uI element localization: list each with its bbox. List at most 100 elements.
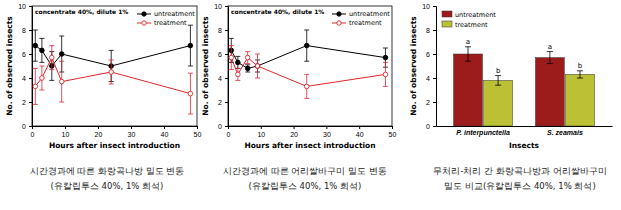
point — [40, 76, 45, 81]
error-bar-cap — [547, 63, 553, 64]
tick-label: 4 — [426, 75, 430, 82]
tick-mark — [225, 6, 228, 7]
point — [188, 43, 193, 48]
significance-letter: b — [578, 62, 583, 70]
legend-swatch — [442, 11, 452, 17]
legend-marker — [337, 21, 341, 25]
error-bar-cap — [383, 86, 388, 87]
legend-item: untreatment — [332, 10, 390, 18]
error-bar-cap — [33, 61, 38, 62]
error-bar-cap — [304, 74, 309, 75]
tick-label: 10 — [214, 3, 222, 10]
bar — [566, 74, 595, 126]
tick: S. zeamais — [547, 126, 583, 136]
point — [255, 64, 260, 69]
error-bar-cap — [39, 38, 44, 39]
tick-label: 6 — [218, 51, 222, 58]
error-bar — [245, 52, 250, 64]
tick-label: 10 — [422, 3, 430, 10]
point — [236, 72, 241, 77]
error-bar-cap — [39, 90, 44, 91]
error-bar-stem — [579, 71, 580, 78]
tick-mark — [433, 126, 436, 127]
tick: 10 — [422, 3, 436, 10]
error-bar-stem — [549, 52, 550, 64]
tick-mark — [29, 6, 32, 7]
plot-marks — [454, 47, 595, 126]
error-bar-cap — [59, 36, 64, 37]
tick: 2 — [218, 99, 228, 106]
tick: 10 — [18, 3, 32, 10]
caption: 밀도 비교(유칼립투스 40%, 1% 희석) — [444, 181, 596, 191]
point — [59, 79, 64, 84]
significance-letter: a — [466, 38, 470, 46]
error-bar-cap — [39, 66, 44, 67]
error-bar — [304, 74, 309, 98]
tick-mark — [29, 102, 32, 103]
tick-label: 50 — [389, 131, 397, 138]
tick: 20 — [290, 126, 298, 138]
axis: 01020304050 — [31, 126, 202, 138]
tick-mark — [359, 126, 360, 129]
tick-label: 20 — [95, 131, 103, 138]
tick-label: 2 — [22, 99, 26, 106]
error-bar-cap — [235, 80, 240, 81]
y-axis-title: No. of observed insects — [201, 16, 210, 116]
tick-label: 4 — [22, 75, 26, 82]
point — [109, 70, 114, 75]
tick: P. interpunctella — [456, 126, 510, 137]
tick-label: 50 — [194, 131, 202, 138]
tick-label: 20 — [290, 131, 298, 138]
error-bar — [229, 46, 234, 70]
tick-label: 6 — [426, 51, 430, 58]
error-bar-cap — [304, 98, 309, 99]
error-bar — [465, 47, 471, 61]
tick-label: 40 — [356, 131, 364, 138]
error-bar-cap — [235, 56, 240, 57]
point — [229, 55, 234, 60]
tick: 4 — [426, 75, 436, 82]
tick-label: 10 — [257, 131, 265, 138]
error-bar-cap — [495, 75, 501, 76]
figure: 010203040500246810No. of observed insect… — [0, 0, 621, 210]
error-bar-cap — [188, 66, 193, 67]
significance-letter: b — [496, 67, 501, 75]
tick: 10 — [62, 126, 70, 138]
caption: (유칼립투스 40%, 1% 희석) — [249, 181, 362, 191]
tick: 50 — [194, 126, 202, 138]
error-bar-cap — [577, 78, 583, 79]
error-bar-cap — [188, 25, 193, 26]
tick-mark — [131, 126, 132, 129]
point — [236, 60, 241, 65]
tick-mark — [29, 30, 32, 31]
error-bar-cap — [383, 48, 388, 49]
tick-label: 10 — [62, 131, 70, 138]
bar — [484, 80, 513, 126]
error-bar — [59, 61, 64, 102]
error-bar-cap — [245, 64, 250, 65]
tick-label: 2 — [218, 99, 222, 106]
tick-label: 4 — [218, 75, 222, 82]
series-line — [35, 46, 190, 66]
plot-frame — [228, 6, 392, 126]
legend-item: treatment — [332, 19, 382, 27]
error-bar-cap — [33, 68, 38, 69]
point — [59, 52, 64, 57]
error-bar-stem — [498, 76, 499, 86]
tick: 8 — [22, 27, 32, 34]
axis: P. interpunctella S. zeamais — [437, 126, 613, 137]
legend-label: treatment — [455, 21, 488, 29]
plot-marks — [33, 25, 193, 114]
legend-item: untreatment — [442, 11, 496, 19]
tick-label: 0 — [31, 131, 35, 138]
error-bar — [49, 46, 54, 70]
error-bar — [109, 60, 114, 84]
tick-label: 8 — [218, 27, 222, 34]
tick: 40 — [161, 126, 169, 138]
tick-label: 0 — [426, 123, 430, 130]
tick: 20 — [95, 126, 103, 138]
tick-label: P. interpunctella — [456, 129, 510, 137]
tick-mark — [65, 126, 66, 129]
point — [33, 43, 38, 48]
error-bar — [33, 30, 38, 61]
